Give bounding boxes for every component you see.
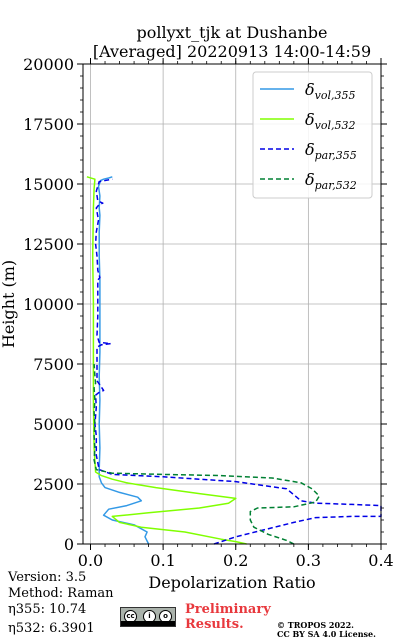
legend-box <box>252 71 373 199</box>
y-tick-label: 0 <box>64 535 74 554</box>
x-tick-label: 0.2 <box>223 551 248 570</box>
axis-ticks: 0.0 0.1 0.2 0.3 0.4 0 2500 5000 7500 10000 12500 15… <box>23 55 394 570</box>
chart-title: pollyxt_tjk at Dushanbe <box>136 23 327 42</box>
x-tick-label: 0.1 <box>150 551 175 570</box>
y-tick-label: 5000 <box>33 415 74 434</box>
y-tick-label: 2500 <box>33 475 74 494</box>
version-text: Version: 3.5 <box>8 570 87 585</box>
results-text: Results. <box>185 617 244 632</box>
license-text: CC BY SA 4.0 License. <box>277 629 376 639</box>
series-line <box>93 363 321 545</box>
cc-license-badge-icon: cc i o <box>120 607 176 627</box>
series-line <box>97 176 150 545</box>
y-tick-label: 15000 <box>23 175 74 194</box>
eta355-text: η355: 10.74 <box>8 602 87 617</box>
copyright-text: © TROPOS 2022. <box>277 620 354 630</box>
x-tick-label: 0.0 <box>78 551 103 570</box>
series-line <box>86 176 247 545</box>
eta532-text: η532: 6.3901 <box>8 621 95 636</box>
x-axis-label: Depolarization Ratio <box>148 573 315 592</box>
x-tick-label: 0.4 <box>368 551 393 570</box>
y-tick-label: 12500 <box>23 235 74 254</box>
y-tick-label: 20000 <box>23 55 74 74</box>
series-line <box>94 178 382 545</box>
method-text: Method: Raman <box>8 586 114 601</box>
preliminary-text: Preliminary <box>185 602 271 617</box>
y-axis-label: Height (m) <box>0 260 18 348</box>
chart-subtitle: [Averaged] 20220913 14:00-14:59 <box>93 42 371 61</box>
x-tick-label: 0.3 <box>296 551 321 570</box>
y-tick-label: 7500 <box>33 355 74 374</box>
y-tick-label: 17500 <box>23 115 74 134</box>
series-lines <box>86 176 382 545</box>
y-tick-label: 10000 <box>23 295 74 314</box>
